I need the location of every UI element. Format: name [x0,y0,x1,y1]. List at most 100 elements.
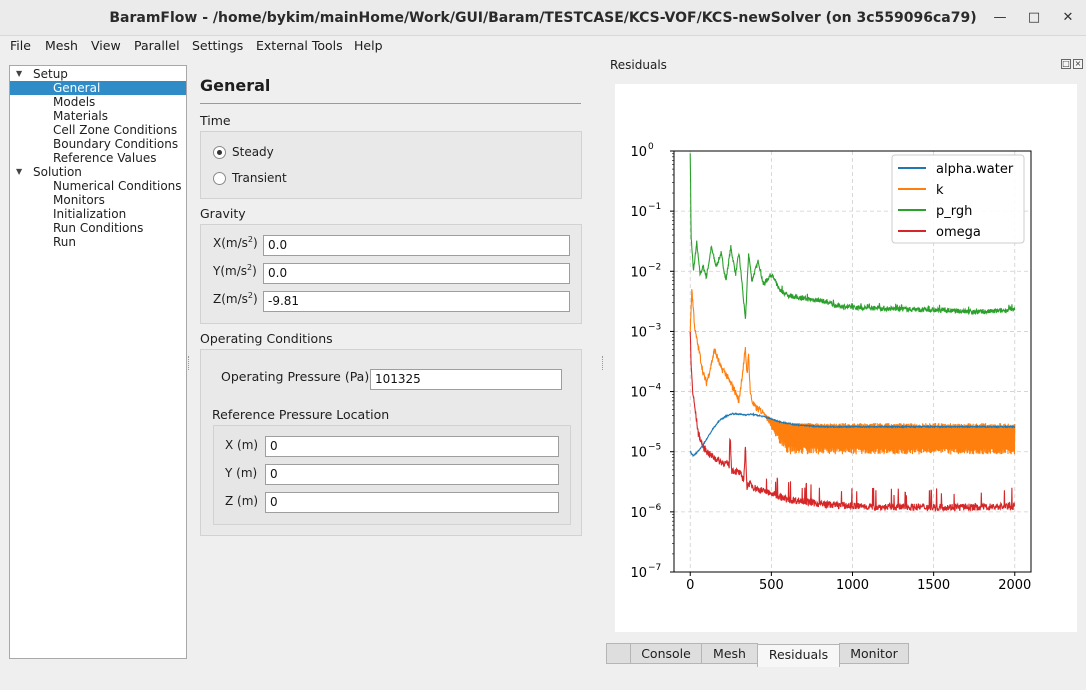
menu-file[interactable]: File [10,38,31,53]
legend-label: alpha.water [936,162,1014,177]
y-tick-exponent: 0 [648,142,654,152]
gravity-section-label: Gravity [200,206,246,221]
legend-label: k [936,183,944,198]
y-tick-label: 10 [630,506,647,521]
gravity-y-input[interactable]: 0.0 [263,263,570,284]
tab-blank[interactable] [606,643,631,664]
tree-item-materials[interactable]: Materials [10,109,186,123]
operating-pressure-input[interactable]: 101325 [370,369,562,390]
splitter-handle[interactable] [602,356,604,370]
tree-item-models[interactable]: Models [10,95,186,109]
x-tick-label: 1000 [836,578,869,593]
tab-residuals[interactable]: Residuals [757,644,840,667]
tree-item-label: Monitors [53,193,105,207]
menu-external-tools[interactable]: External Tools [256,38,343,53]
legend-box [891,154,1025,244]
menu-parallel[interactable]: Parallel [134,38,180,53]
ref-z-label: Z (m) [225,494,259,508]
gravity-x-input[interactable]: 0.0 [263,235,570,256]
tab-console[interactable]: Console [630,643,702,664]
tree-item-label: Initialization [53,207,127,221]
transient-radio[interactable] [213,172,226,185]
y-tick-exponent: −2 [648,262,661,272]
ref-y-label: Y (m) [225,466,258,480]
series-line-omega [689,331,1016,513]
steady-radio[interactable] [213,146,226,159]
tree-item-numerical-conditions[interactable]: Numerical Conditions [10,179,186,193]
ref-x-input[interactable]: 0 [265,436,559,457]
menu-settings[interactable]: Settings [192,38,244,53]
close-dock-icon[interactable]: × [1073,59,1083,69]
navigation-tree: ▼ Setup General Models Materials Cell Zo… [9,65,187,659]
tree-item-general[interactable]: General [10,81,186,95]
gravity-z-input[interactable]: -9.81 [263,291,570,312]
y-tick-exponent: −6 [648,503,662,513]
tree-item-label: Models [53,95,96,109]
splitter-handle[interactable] [188,356,190,370]
tree-solution-label: Solution [33,165,82,179]
menu-help[interactable]: Help [354,38,383,53]
y-tick-label: 10 [630,265,647,280]
time-group: Steady Transient [200,131,582,199]
menu-mesh[interactable]: Mesh [45,38,78,53]
menu-bar: File Mesh View Parallel Settings Externa… [0,36,1086,56]
title-bar: BaramFlow - /home/bykim/mainHome/Work/GU… [0,0,1086,36]
y-tick-exponent: −1 [648,202,661,212]
tree-item-cell-zone-conditions[interactable]: Cell Zone Conditions [10,123,186,137]
float-dock-icon[interactable]: □ [1061,59,1071,69]
y-tick-exponent: −3 [648,322,661,332]
legend-label: omega [936,225,981,240]
operating-section-label: Operating Conditions [200,331,333,346]
y-tick-exponent: −5 [648,443,661,453]
y-tick-label: 10 [630,325,647,340]
tree-item-label: Reference Values [53,151,157,165]
window-title: BaramFlow - /home/bykim/mainHome/Work/GU… [109,10,977,26]
dock-title: Residuals [610,58,667,72]
y-tick-label: 10 [630,386,647,401]
operating-group: Operating Pressure (Pa) 101325 Reference… [200,349,582,536]
tree-solution[interactable]: ▼ Solution [10,165,186,179]
close-icon[interactable]: ✕ [1062,10,1074,25]
tree-item-boundary-conditions[interactable]: Boundary Conditions [10,137,186,151]
y-tick-label: 10 [630,145,647,160]
tree-item-reference-values[interactable]: Reference Values [10,151,186,165]
y-tick-exponent: −4 [648,383,662,393]
page-title: General [200,76,271,95]
gravity-z-label: Z(m/s2) [213,291,258,306]
gravity-group: X(m/s2) 0.0 Y(m/s2) 0.0 Z(m/s2) -9.81 [200,224,582,324]
time-section-label: Time [200,113,231,128]
tab-mesh[interactable]: Mesh [701,643,758,664]
x-tick-label: 1500 [917,578,950,593]
reference-location-group: X (m) 0 Y (m) 0 Z (m) 0 [213,425,571,525]
tree-item-run[interactable]: Run [10,235,186,249]
steady-label[interactable]: Steady [232,145,274,159]
divider [200,103,581,104]
maximize-icon[interactable]: □ [1027,10,1041,25]
ref-z-input[interactable]: 0 [265,492,559,513]
gravity-x-label: X(m/s2) [213,235,258,250]
series-line-p-rgh [689,153,1016,319]
operating-pressure-label: Operating Pressure (Pa) [221,369,370,384]
tree-item-label: Cell Zone Conditions [53,123,178,137]
tree-item-initialization[interactable]: Initialization [10,207,186,221]
tree-setup[interactable]: ▼ Setup [10,67,186,81]
tree-setup-label: Setup [33,67,68,81]
y-tick-label: 10 [630,566,647,581]
expand-arrow-icon[interactable]: ▼ [16,167,23,176]
tree-item-monitors[interactable]: Monitors [10,193,186,207]
reference-location-label: Reference Pressure Location [212,407,390,422]
tab-monitor[interactable]: Monitor [839,643,909,664]
tree-item-label: General [53,81,101,95]
tree-item-label: Materials [53,109,109,123]
gravity-y-label: Y(m/s2) [213,263,257,278]
ref-y-input[interactable]: 0 [265,464,559,485]
menu-view[interactable]: View [91,38,121,53]
transient-label[interactable]: Transient [232,171,287,185]
minimize-icon[interactable]: — [993,10,1007,25]
residuals-plot: 0 500 1000 1500 2000 10 0 10 −1 10 −2 10 −3 10 −4 10 −5 1… [615,84,1077,632]
tree-item-run-conditions[interactable]: Run Conditions [10,221,186,235]
expand-arrow-icon[interactable]: ▼ [16,69,23,78]
x-tick-label: 0 [686,578,694,593]
x-tick-label: 500 [759,578,784,593]
